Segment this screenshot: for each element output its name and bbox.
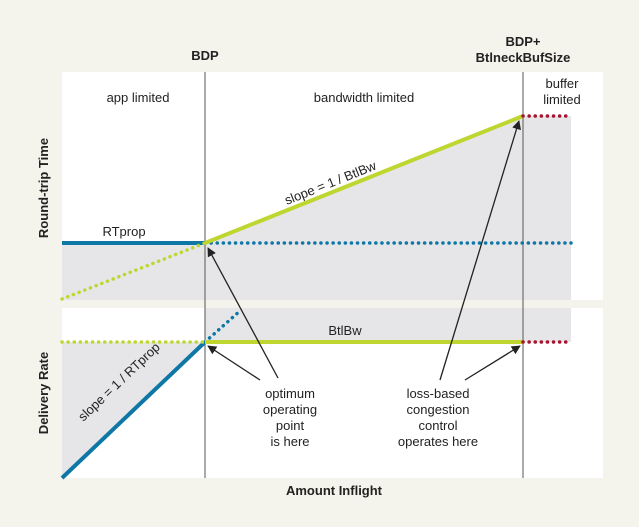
loss-annotation-line1: loss-based (407, 386, 470, 401)
optimum-arrow-to-bottom (207, 345, 261, 381)
optimum-annotation-line4: is here (270, 434, 309, 449)
optimum-annotation-line2: operating (263, 402, 317, 417)
delivery-slope-dotted (203, 308, 243, 344)
delivery-slope-line (60, 340, 207, 480)
loss-annotation-line3: control (418, 418, 457, 433)
bdp-buf-label-line1: BDP+ (505, 34, 540, 49)
rtt-slope-line (204, 114, 524, 245)
optimum-annotation-line1: optimum (265, 386, 315, 401)
buffer-limited-label-line2: limited (543, 92, 581, 107)
app-limited-label: app limited (107, 90, 170, 105)
loss-annotation-line4: operates here (398, 434, 478, 449)
rtprop-label: RTprop (102, 224, 145, 239)
optimum-arrow-to-top (207, 247, 279, 379)
optimum-annotation-line3: point (276, 418, 305, 433)
loss-arrow-to-top (439, 120, 521, 381)
bandwidth-limited-label: bandwidth limited (314, 90, 414, 105)
rtt-slope-dotted (60, 241, 207, 301)
loss-annotation-line2: congestion (407, 402, 470, 417)
top-shaded-area (62, 116, 571, 300)
buffer-limited-label-line1: buffer (545, 76, 579, 91)
rtt-axis-label: Round-trip Time (36, 138, 51, 238)
delivery-rate-axis-label: Delivery Rate (36, 352, 51, 434)
loss-arrow-to-bottom (464, 345, 521, 381)
x-axis-label: Amount Inflight (286, 483, 383, 498)
bdp-buf-label-line2: BtlneckBufSize (476, 50, 571, 65)
bdp-label: BDP (191, 48, 219, 63)
btlbw-label: BtlBw (328, 323, 362, 338)
